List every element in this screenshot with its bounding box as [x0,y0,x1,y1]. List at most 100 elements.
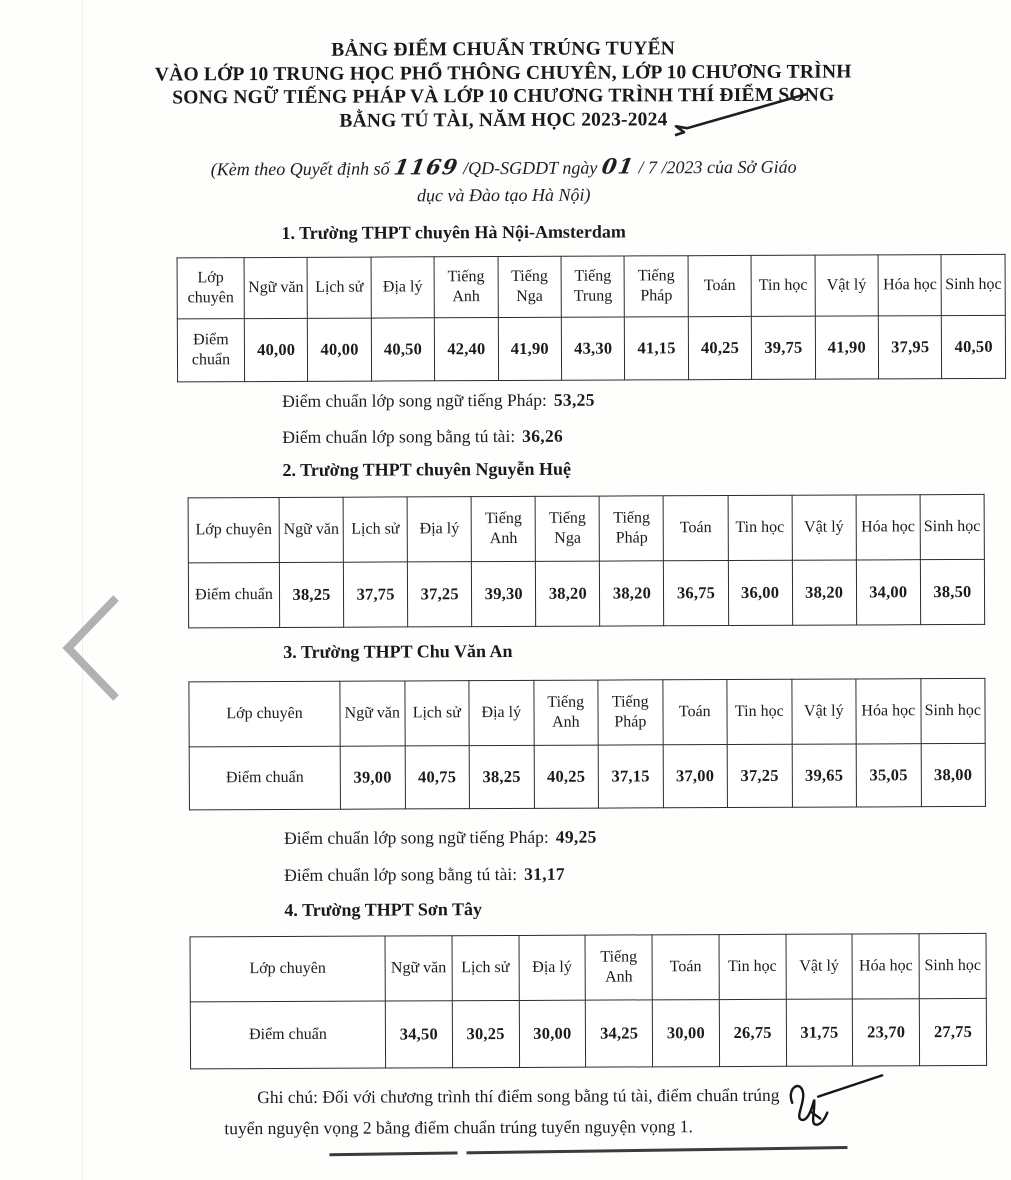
subject-column-header: Tiếng Anh [434,256,498,318]
score-cell: 38,20 [599,560,665,627]
subject-column-header: Tiếng Pháp [599,495,664,562]
section-heading-nguyen-hue: 2. Trường THPT chuyên Nguyễn Huệ [282,458,572,480]
subject-column-header: Tin học [726,679,792,745]
subject-column-header: Tiếng Trung [561,255,625,318]
subject-column-header: Hóa học [878,254,942,316]
score-cell: 27,75 [919,998,987,1066]
score-cell: 38,50 [920,559,985,625]
subject-column-header: Ngữ văn [385,935,453,1002]
subject-column-header: Tiếng Nga [497,256,562,318]
score-cell: 40,00 [244,318,308,382]
subject-column-header: Vật lý [791,678,857,745]
subject-column-header: Tiếng Anh [471,496,536,562]
score-cell: 43,30 [561,316,626,381]
subject-column-header: Sinh học [919,933,987,999]
score-cell: 38,00 [920,743,986,807]
decree-text: / 7 /2023 của Sở Giáo [638,156,797,178]
subject-column-header: Địa lý [518,935,586,1001]
subject-column-header: Vật lý [785,933,853,1000]
subject-column-header: Sinh học [919,494,985,560]
score-cell: 34,00 [856,559,921,625]
decree-reference: (Kèm theo Quyết định số 1169 /QD-SGDDT n… [0,151,1009,211]
score-line-french-bilingual: Điểm chuẩn lớp song ngữ tiếng Pháp: 53,25 [282,390,595,412]
table-corner-header: Lớp chuyên [177,257,245,319]
page-edge-seam [82,0,83,1180]
subject-column-header: Lịch sử [307,257,372,319]
score-cell: 41,90 [497,317,562,381]
score-cell: 38,25 [469,745,534,809]
score-line-dual-diploma: Điểm chuẩn lớp song bằng tú tài: 31,17 [284,864,565,886]
subject-column-header: Ngữ văn [244,257,308,319]
score-table-chu-van-an: Lớp chuyên Ngữ văn Lịch sử Địa lý Tiếng Anh T… [188,677,986,811]
subject-column-header: Lịch sử [404,680,470,746]
handwritten-day: 01 [599,153,637,179]
score-row-label: Điểm chuẩn [189,746,341,810]
subject-column-header: Toán [662,679,728,745]
score-line-value: 36,26 [522,425,564,446]
subject-column-header: Ngữ văn [339,680,405,747]
score-cell: 37,95 [878,315,943,379]
score-cell: 39,75 [751,316,816,380]
score-row-label: Điểm chuẩn [188,562,280,628]
score-line-dual-diploma: Điểm chuẩn lớp song bằng tú tài: 36,26 [282,426,563,448]
score-row-label: Điểm chuẩn [177,318,245,382]
decree-text: (Kèm theo Quyết định số [210,158,390,180]
footer-divider [329,1146,848,1156]
score-cell: 41,90 [814,315,879,380]
score-cell: 26,75 [719,999,787,1067]
subject-column-header: Toán [652,934,720,1000]
subject-column-header: Sinh học [941,254,1006,316]
handwritten-decree-number: 1169 [392,154,461,180]
score-cell: 36,00 [727,560,793,626]
score-cell: 37,15 [598,744,663,809]
score-table-nguyen-hue: Lớp chuyên Ngữ văn Lịch sử Địa lý Tiếng Anh T… [187,493,986,629]
subject-column-header: Toán [663,495,728,561]
subject-column-header: Địa lý [468,680,534,746]
score-cell: 41,15 [624,316,689,380]
subject-column-header: Địa lý [407,496,472,562]
score-cell: 38,20 [535,561,601,627]
subject-column-header: Sinh học [920,678,986,744]
table-corner-header: Lớp chuyên [190,936,386,1002]
score-cell: 30,25 [452,1000,520,1068]
decree-text: /QD-SGDDT ngày [463,157,598,179]
document-title: BẢNG ĐIỂM CHUẨN TRÚNG TUYỂN VÀO LỚP 10 T… [0,36,1009,137]
title-line: BẰNG TÚ TÀI, NĂM HỌC 2023-2024 [339,92,808,137]
score-cell: 40,50 [941,315,1006,379]
score-cell: 30,00 [652,999,720,1067]
subject-column-header: Lịch sử [451,935,519,1001]
subject-column-header: Vật lý [791,494,857,561]
score-cell: 39,30 [471,561,536,627]
score-line-french-bilingual: Điểm chuẩn lớp song ngữ tiếng Pháp: 49,25 [284,827,597,849]
score-line-value: 31,17 [524,863,565,884]
subject-column-header: Tiếng Nga [535,496,600,562]
score-cell: 34,25 [585,999,653,1068]
subject-column-header: Toán [687,255,752,317]
score-cell: 40,25 [688,316,752,380]
handwritten-signature-icon [789,1074,884,1126]
subject-column-header: Hóa học [855,678,921,744]
score-cell: 36,75 [663,560,729,626]
score-cell: 37,00 [662,744,728,808]
score-cell: 38,20 [791,559,857,626]
score-row-label: Điểm chuẩn [190,1001,386,1069]
subject-column-header: Tiếng Pháp [624,255,689,317]
subject-column-header: Ngữ văn [279,497,344,563]
handwritten-tick-icon [674,92,808,137]
score-line-label: Điểm chuẩn lớp song ngữ tiếng Pháp: [284,826,549,848]
score-cell: 30,00 [518,1000,586,1068]
table-corner-header: Lớp chuyên [188,681,341,747]
subject-column-header: Tiếng Anh [533,680,599,746]
subject-column-header: Lịch sử [343,496,408,563]
subject-column-header: Tin học [751,255,815,317]
score-cell: 39,65 [791,743,857,808]
score-table-son-tay: Lớp chuyên Ngữ văn Lịch sử Địa lý Tiếng Anh T… [189,932,988,1070]
score-cell: 40,25 [533,745,599,809]
score-cell: 37,25 [727,744,792,808]
score-cell: 42,40 [434,317,499,381]
chevron-left-icon[interactable] [58,594,124,702]
score-line-value: 49,25 [555,826,597,847]
subject-column-header: Tiếng Anh [585,934,653,1001]
